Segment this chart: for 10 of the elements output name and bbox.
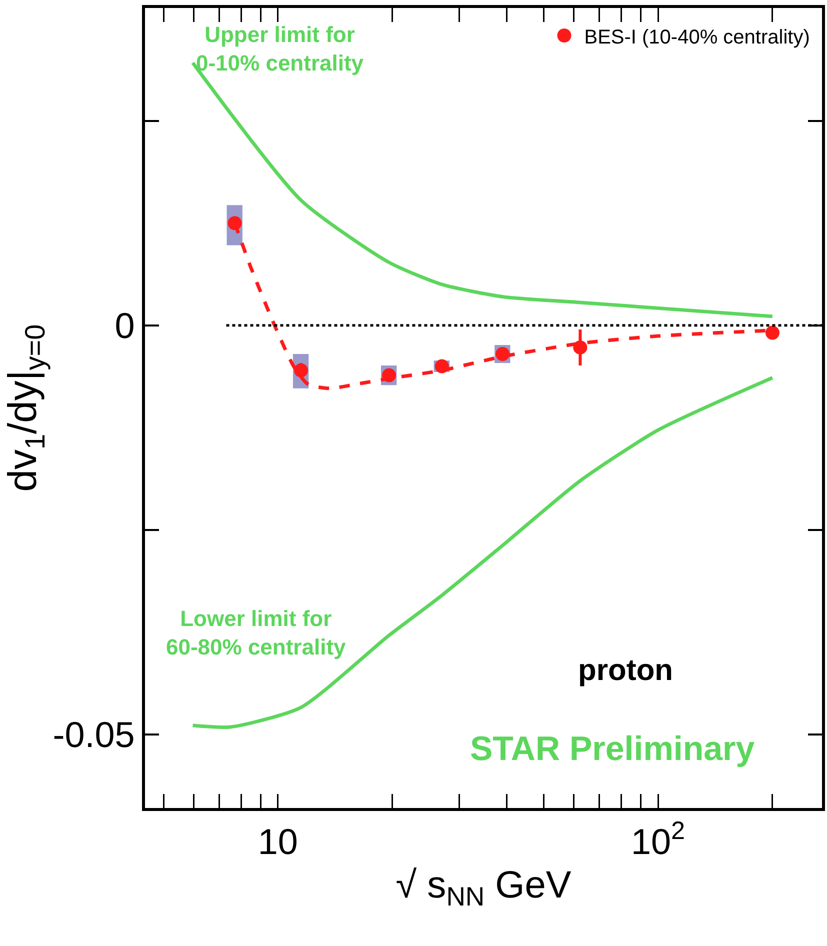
y-tick-label: 0 bbox=[114, 304, 135, 346]
x-tick-label: 10 bbox=[258, 821, 298, 862]
annotation: proton bbox=[578, 654, 673, 687]
annotation: STAR Preliminary bbox=[470, 730, 755, 768]
legend-label: BES-I (10-40% centrality) bbox=[584, 26, 810, 48]
y-tick-label: -0.05 bbox=[52, 714, 135, 755]
x-tick-label: 10$^{2}$ bbox=[631, 817, 686, 862]
annotation: Lower limit for 60-80% centrality bbox=[166, 606, 347, 660]
annotation: Upper limit for 0-10% centrality bbox=[196, 22, 364, 76]
x-axis-title: √ s$_{NN}$ GeV bbox=[396, 864, 572, 912]
